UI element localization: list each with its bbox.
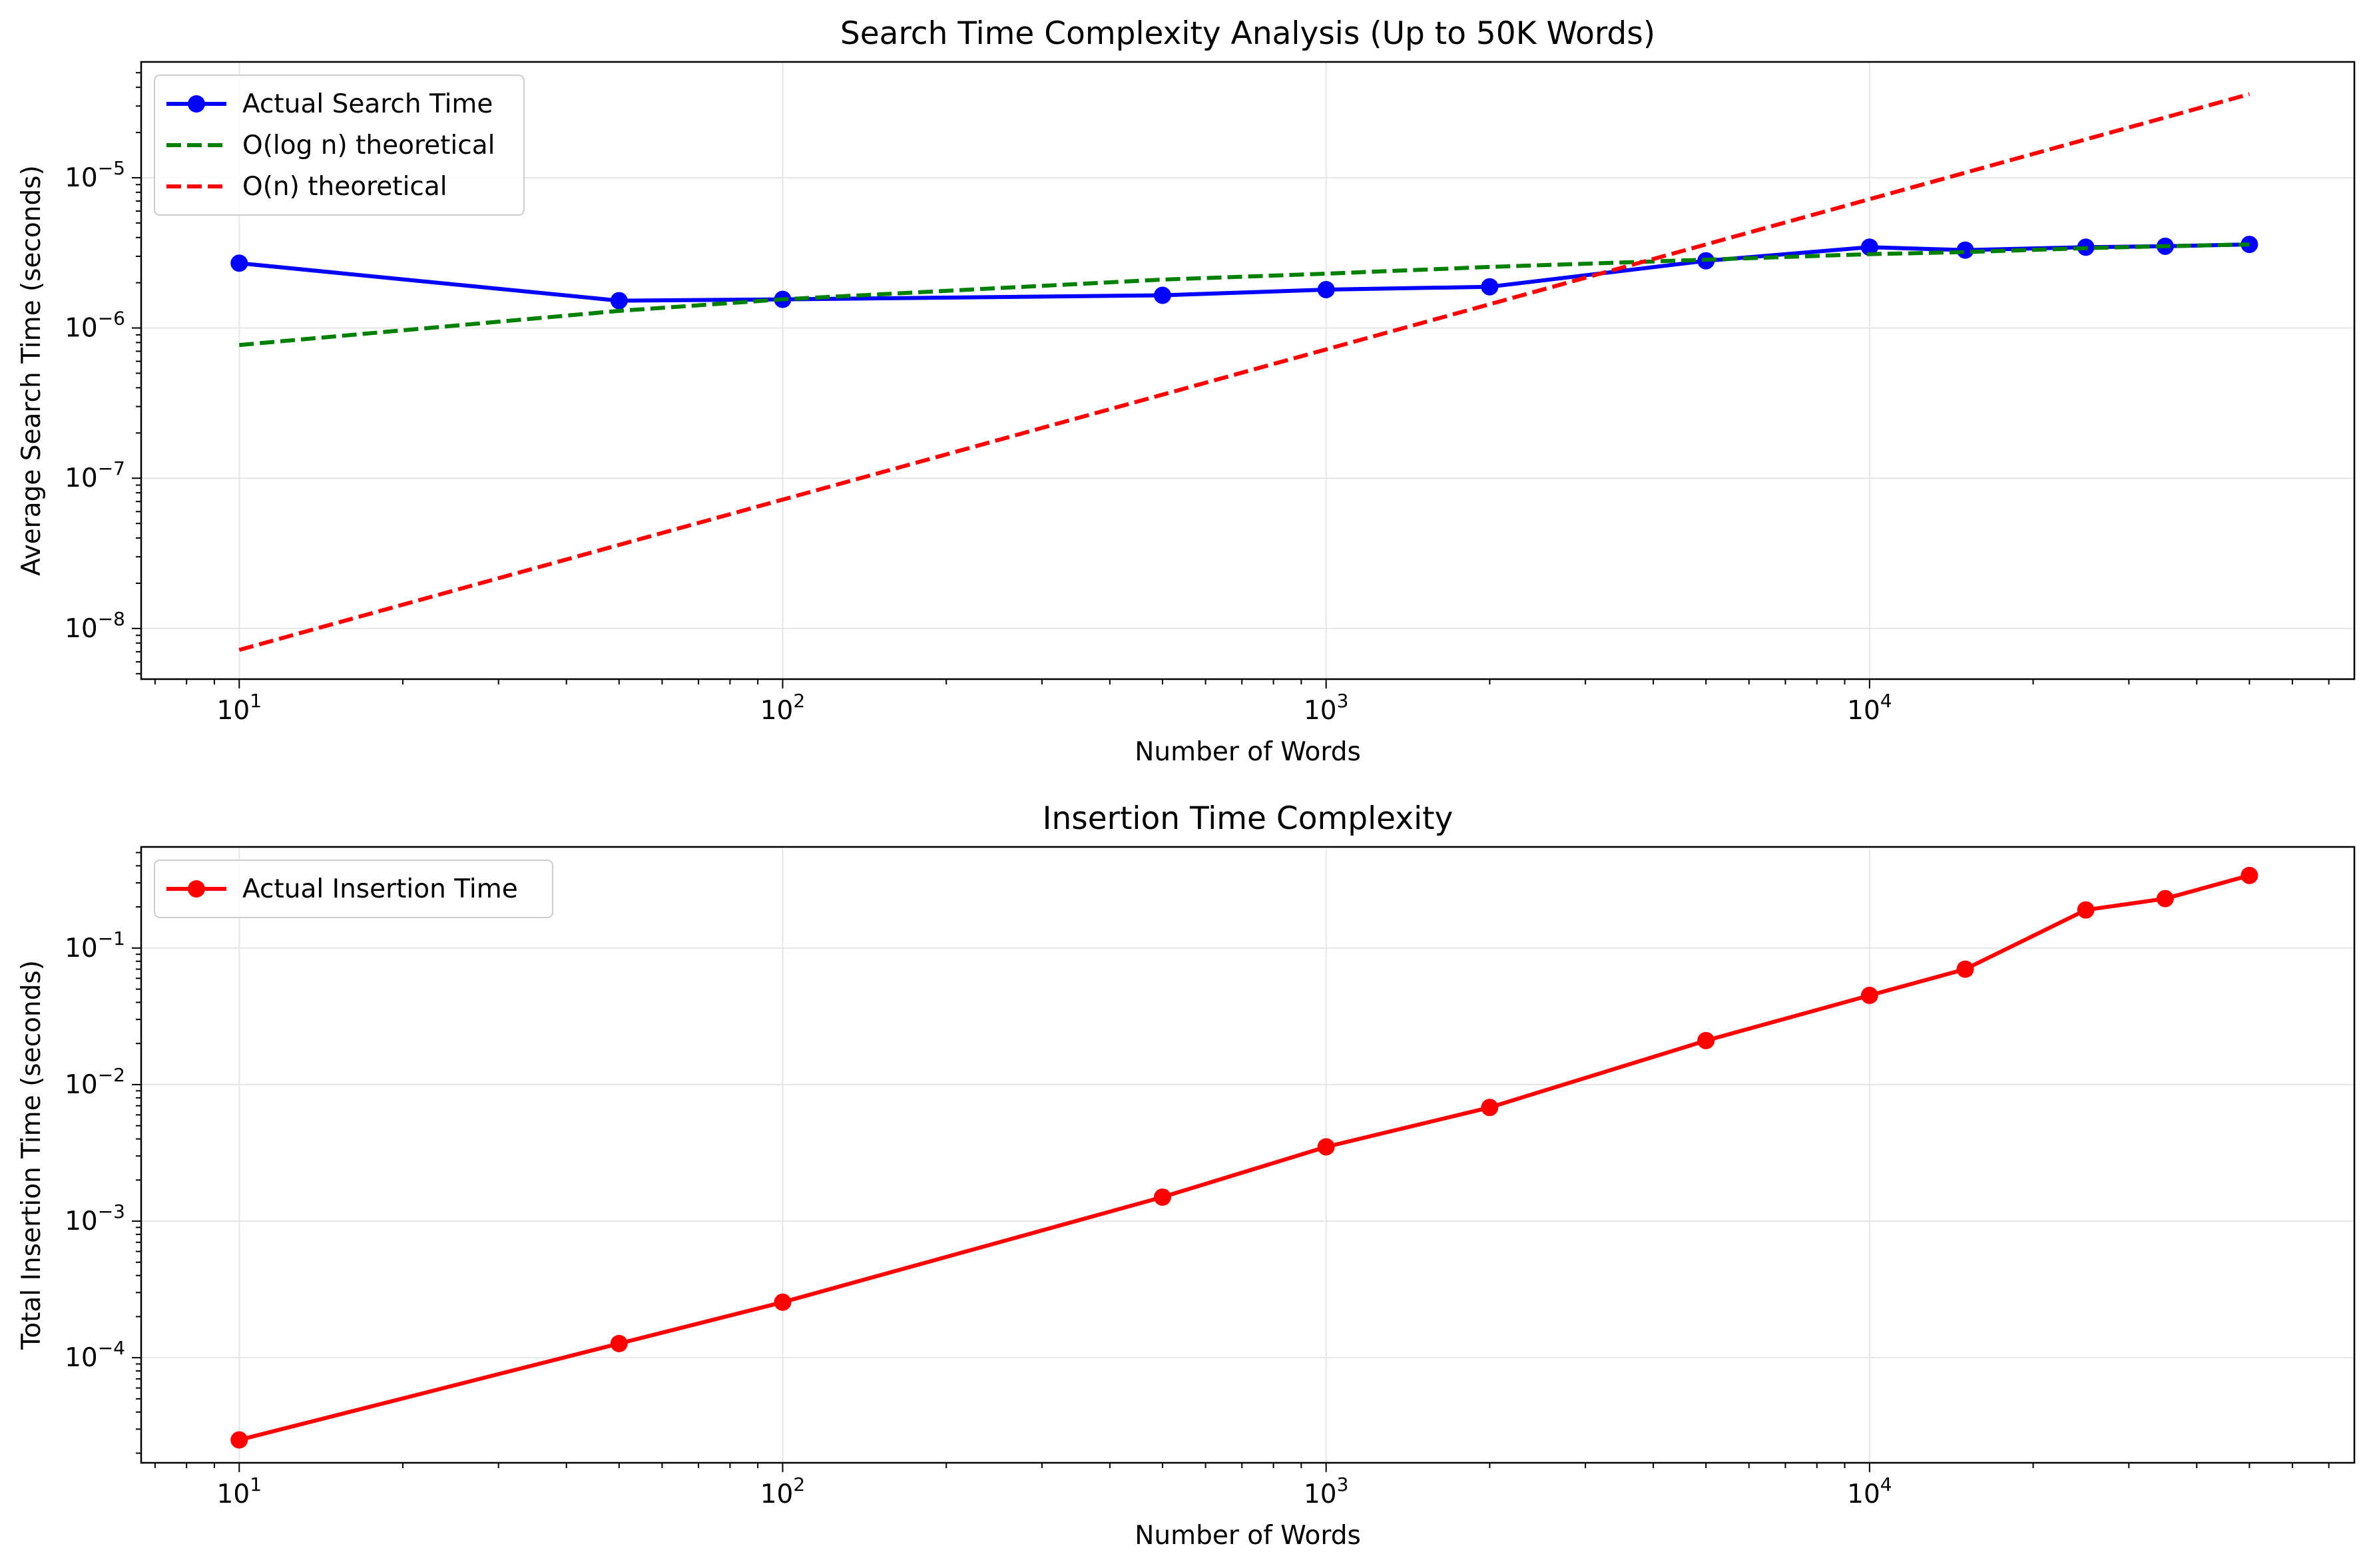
data-point (2156, 890, 2174, 908)
y-tick-label: 10−8 (65, 608, 125, 644)
chart-title: Insertion Time Complexity (1043, 800, 1453, 837)
series-line-1 (239, 242, 2250, 303)
data-point (1956, 960, 1974, 978)
data-point (610, 292, 628, 310)
x-axis-label: Number of Words (1135, 737, 1361, 767)
x-tick-label: 104 (1847, 690, 1892, 726)
y-tick-label: 10−4 (65, 1337, 125, 1373)
series-line-1 (238, 873, 2250, 1442)
x-axis-label: Number of Words (1135, 1521, 1361, 1551)
data-point (1860, 986, 1878, 1004)
axes-frame (140, 846, 2356, 1464)
data-point (230, 254, 248, 272)
legend: Actual Search Time O(log n) theoretical O(… (154, 75, 525, 216)
data-point (1481, 1099, 1499, 1117)
legend-marker (188, 880, 205, 898)
legend-label: O(n) theoretical (242, 172, 447, 202)
series-line-2 (239, 242, 2250, 348)
legend-label: O(log n) theoretical (242, 131, 495, 160)
chart-panel-2: 101 102 103 104 10−4 10−3 10−2 10−1 Insertion Ti… (17, 800, 2356, 1551)
x-tick-label: 104 (1847, 1473, 1892, 1509)
legend-marker (188, 95, 205, 113)
data-point (2077, 901, 2095, 919)
data-point (1860, 238, 1878, 256)
data-point (1317, 1138, 1335, 1156)
x-tick-label: 101 (217, 690, 262, 726)
axes-frame (140, 61, 2356, 680)
data-point (1481, 278, 1499, 296)
data-point (1153, 286, 1171, 304)
y-tick-label: 10−1 (65, 927, 125, 963)
legend: Actual Insertion Time (154, 860, 553, 918)
y-tick-label: 10−2 (65, 1064, 125, 1100)
x-tick-label: 101 (217, 1473, 262, 1509)
x-tick-label: 103 (1304, 1473, 1348, 1509)
y-tick-label: 10−3 (65, 1200, 125, 1236)
y-tick-label: 10−7 (65, 457, 125, 493)
y-axis-label: Average Search Time (seconds) (17, 165, 47, 576)
chart-title: Search Time Complexity Analysis (Up to 5… (840, 15, 1655, 52)
x-tick-label: 102 (760, 690, 805, 726)
y-tick-label: 10−5 (65, 157, 125, 193)
data-point (1317, 280, 1335, 298)
data-point (1153, 1188, 1171, 1206)
data-point (2241, 866, 2258, 884)
data-point (1956, 241, 1974, 259)
x-tick-label: 102 (760, 1473, 805, 1509)
y-tick-label: 10−6 (65, 308, 125, 344)
data-point (774, 1293, 792, 1311)
data-point (610, 1334, 628, 1352)
series-line-3 (238, 92, 2250, 652)
chart-panel-1: 101 102 103 104 10−8 10−7 10−6 10−5 Search Time … (17, 15, 2356, 767)
legend-box (154, 860, 553, 918)
data-point (1697, 1031, 1715, 1049)
legend-label: Actual Insertion Time (242, 874, 518, 904)
legend-box (154, 75, 525, 216)
legend-label: Actual Search Time (242, 89, 493, 119)
y-axis-label: Total Insertion Time (seconds) (17, 960, 47, 1350)
x-tick-label: 103 (1304, 690, 1348, 726)
data-point (230, 1431, 248, 1449)
